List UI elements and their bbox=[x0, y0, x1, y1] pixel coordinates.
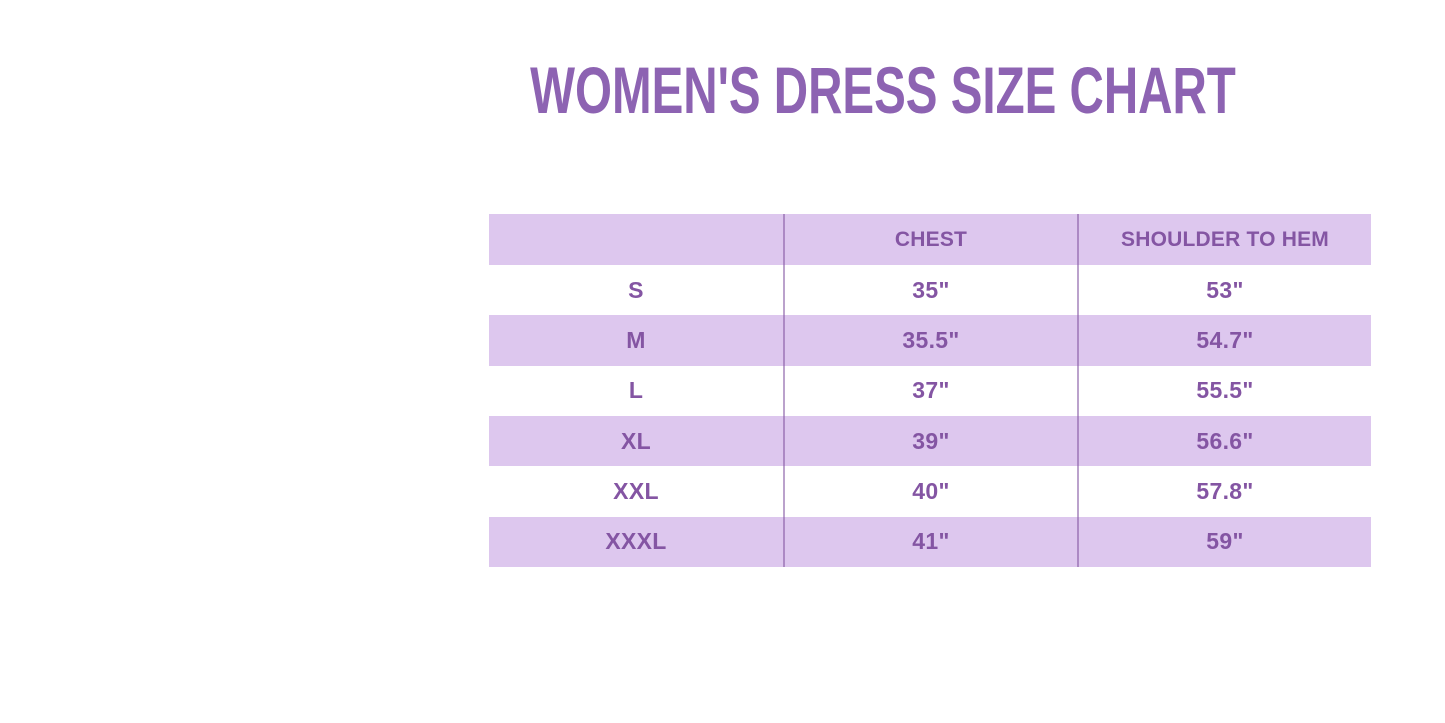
header-cell-size bbox=[489, 214, 783, 265]
header-cell-shoulder-to-hem: SHOULDER TO HEM bbox=[1077, 214, 1371, 265]
size-cell: XXL bbox=[613, 477, 659, 504]
size-cell: XL bbox=[621, 427, 651, 454]
table-row-xl: XL 39" 56.6" bbox=[489, 415, 1371, 467]
table-row-xxl: XXL 40" 57.8" bbox=[489, 466, 1371, 517]
table-row-s: S 35" 53" bbox=[489, 265, 1371, 316]
chest-cell: 35" bbox=[783, 265, 1077, 316]
size-cell: L bbox=[628, 377, 644, 404]
table-row-l: L 37" 55.5" bbox=[489, 365, 1371, 416]
shoulder-to-hem-cell: 53" bbox=[1077, 265, 1371, 316]
shoulder-to-hem-cell: 56.6" bbox=[1077, 415, 1371, 467]
size-chart-table: CHEST SHOULDER TO HEM S 35" 53" M 35.5" … bbox=[489, 214, 1371, 567]
page-title: WOMEN'S DRESS SIZE CHART bbox=[530, 53, 1236, 127]
shoulder-to-hem-cell: 57.8" bbox=[1077, 466, 1371, 517]
chest-cell: 40" bbox=[783, 466, 1077, 517]
shoulder-to-hem-cell: 55.5" bbox=[1077, 365, 1371, 416]
chest-cell: 39" bbox=[783, 415, 1077, 467]
size-cell: S bbox=[628, 276, 644, 303]
chest-cell: 35.5" bbox=[783, 315, 1077, 366]
header-cell-chest: CHEST bbox=[783, 214, 1077, 265]
shoulder-to-hem-cell: 59" bbox=[1077, 516, 1371, 567]
table-row-xxxl: XXXL 41" 59" bbox=[489, 516, 1371, 567]
chest-cell: 37" bbox=[783, 365, 1077, 416]
table-header-row: CHEST SHOULDER TO HEM bbox=[489, 214, 1371, 265]
size-cell: M bbox=[626, 326, 646, 353]
table-row-m: M 35.5" 54.7" bbox=[489, 315, 1371, 366]
size-cell: XXXL bbox=[605, 528, 667, 555]
shoulder-to-hem-cell: 54.7" bbox=[1077, 315, 1371, 366]
chest-cell: 41" bbox=[783, 516, 1077, 567]
